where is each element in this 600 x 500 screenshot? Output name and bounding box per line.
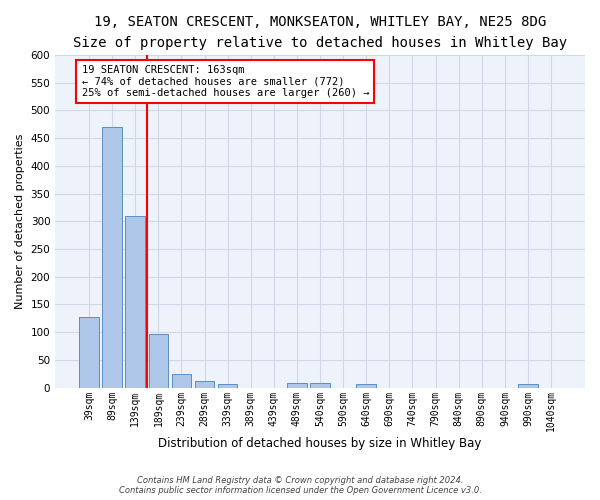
Bar [287, 383, 307, 388]
Text: Contains HM Land Registry data © Crown copyright and database right 2024.
Contai: Contains HM Land Registry data © Crown c… [119, 476, 481, 495]
Bar [218, 384, 238, 388]
X-axis label: Distribution of detached houses by size in Whitley Bay: Distribution of detached houses by size … [158, 437, 482, 450]
Bar [356, 384, 376, 388]
Bar [103, 127, 122, 388]
Bar [79, 316, 99, 388]
Y-axis label: Number of detached properties: Number of detached properties [15, 134, 25, 309]
Bar [172, 374, 191, 388]
Text: 19 SEATON CRESCENT: 163sqm
← 74% of detached houses are smaller (772)
25% of sem: 19 SEATON CRESCENT: 163sqm ← 74% of deta… [82, 65, 369, 98]
Bar [518, 384, 538, 388]
Bar [195, 382, 214, 388]
Bar [149, 334, 168, 388]
Bar [310, 383, 330, 388]
Bar [125, 216, 145, 388]
Title: 19, SEATON CRESCENT, MONKSEATON, WHITLEY BAY, NE25 8DG
Size of property relative: 19, SEATON CRESCENT, MONKSEATON, WHITLEY… [73, 15, 567, 50]
